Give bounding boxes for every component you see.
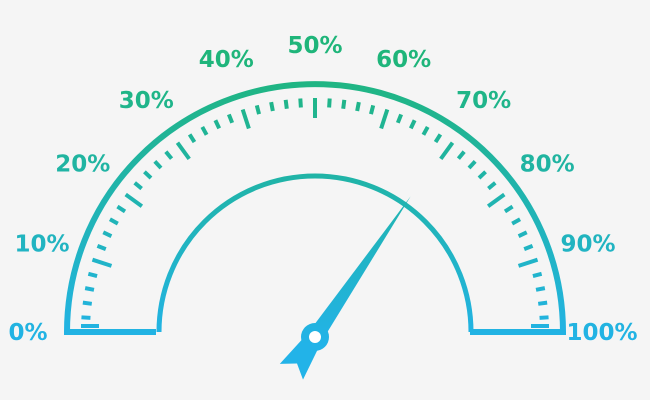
- gauge-tick: [153, 160, 163, 170]
- gauge-inner-arc: [156, 173, 474, 333]
- gauge-tick: [537, 300, 548, 306]
- gauge-tick: [187, 133, 197, 144]
- gauge-tick: [523, 244, 534, 252]
- gauge-tick: [254, 104, 261, 115]
- needle-hub-center: [309, 331, 321, 343]
- scale-label: 40%: [199, 47, 254, 73]
- scale-label: 70%: [456, 88, 511, 114]
- gauge-tick: [341, 99, 347, 110]
- gauge-tick: [240, 108, 251, 130]
- gauge-scale-labels: 0% 10% 20% 30% 40% 50% 60% 70% 80% 90% 100%: [8, 33, 637, 346]
- gauge-tick: [433, 133, 443, 144]
- gauge-tick: [108, 217, 119, 226]
- gauge-tick: [539, 315, 549, 320]
- gauge-tick: [124, 192, 144, 208]
- gauge-tick: [269, 101, 275, 112]
- gauge-tick: [486, 192, 506, 208]
- gauge-tick: [517, 230, 528, 239]
- gauge-tick: [213, 119, 222, 130]
- scale-label: 20%: [55, 151, 110, 177]
- scale-label: 10%: [14, 231, 69, 257]
- scale-label: 80%: [520, 151, 575, 177]
- gauge-tick: [175, 141, 191, 161]
- gauge-tick: [369, 104, 376, 115]
- gauge-tick: [298, 98, 303, 108]
- gauge-tick: [143, 170, 153, 180]
- gauge-tick: [227, 113, 235, 124]
- gauge-tick: [283, 99, 289, 110]
- gauge-tick: [487, 181, 497, 191]
- gauge-frame: [63, 81, 567, 335]
- gauge-tick: [81, 315, 91, 320]
- needle-pointer: [308, 196, 411, 342]
- gauge-tick: [327, 98, 332, 108]
- gauge-tick: [133, 181, 143, 191]
- gauge-tick: [116, 204, 127, 214]
- gauge-tick: [91, 257, 113, 268]
- gauge-tick: [379, 108, 390, 130]
- scale-label: 30%: [119, 88, 174, 114]
- gauge-tick: [535, 286, 546, 292]
- gauge-tick: [395, 113, 403, 124]
- gauge-tick: [517, 257, 539, 268]
- scale-label: 90%: [560, 231, 615, 257]
- gauge-tick: [467, 160, 477, 170]
- gauge-tick: [456, 150, 466, 160]
- gauge-tick: [477, 170, 487, 180]
- gauge-tick: [96, 244, 107, 252]
- gauge-tick: [532, 271, 543, 278]
- gauge-tick: [164, 150, 174, 160]
- gauge-tick: [408, 119, 417, 130]
- gauge-tick: [511, 217, 522, 226]
- gauge-tick: [200, 125, 209, 136]
- gauge-tick: [84, 286, 95, 292]
- gauge-tick: [503, 204, 514, 214]
- gauge-tick: [439, 141, 455, 161]
- scale-label: 100%: [566, 320, 637, 346]
- gauge-tick: [87, 271, 98, 278]
- scale-label: 50%: [287, 33, 342, 59]
- gauge-tick: [102, 230, 113, 239]
- gauge-tick: [82, 300, 93, 306]
- gauge-ticks: [81, 98, 549, 328]
- scale-label: 60%: [376, 47, 431, 73]
- gauge-tick: [355, 101, 361, 112]
- gauge-needle: [279, 196, 411, 380]
- scale-label: 0%: [8, 320, 47, 346]
- gauge-tick: [421, 125, 430, 136]
